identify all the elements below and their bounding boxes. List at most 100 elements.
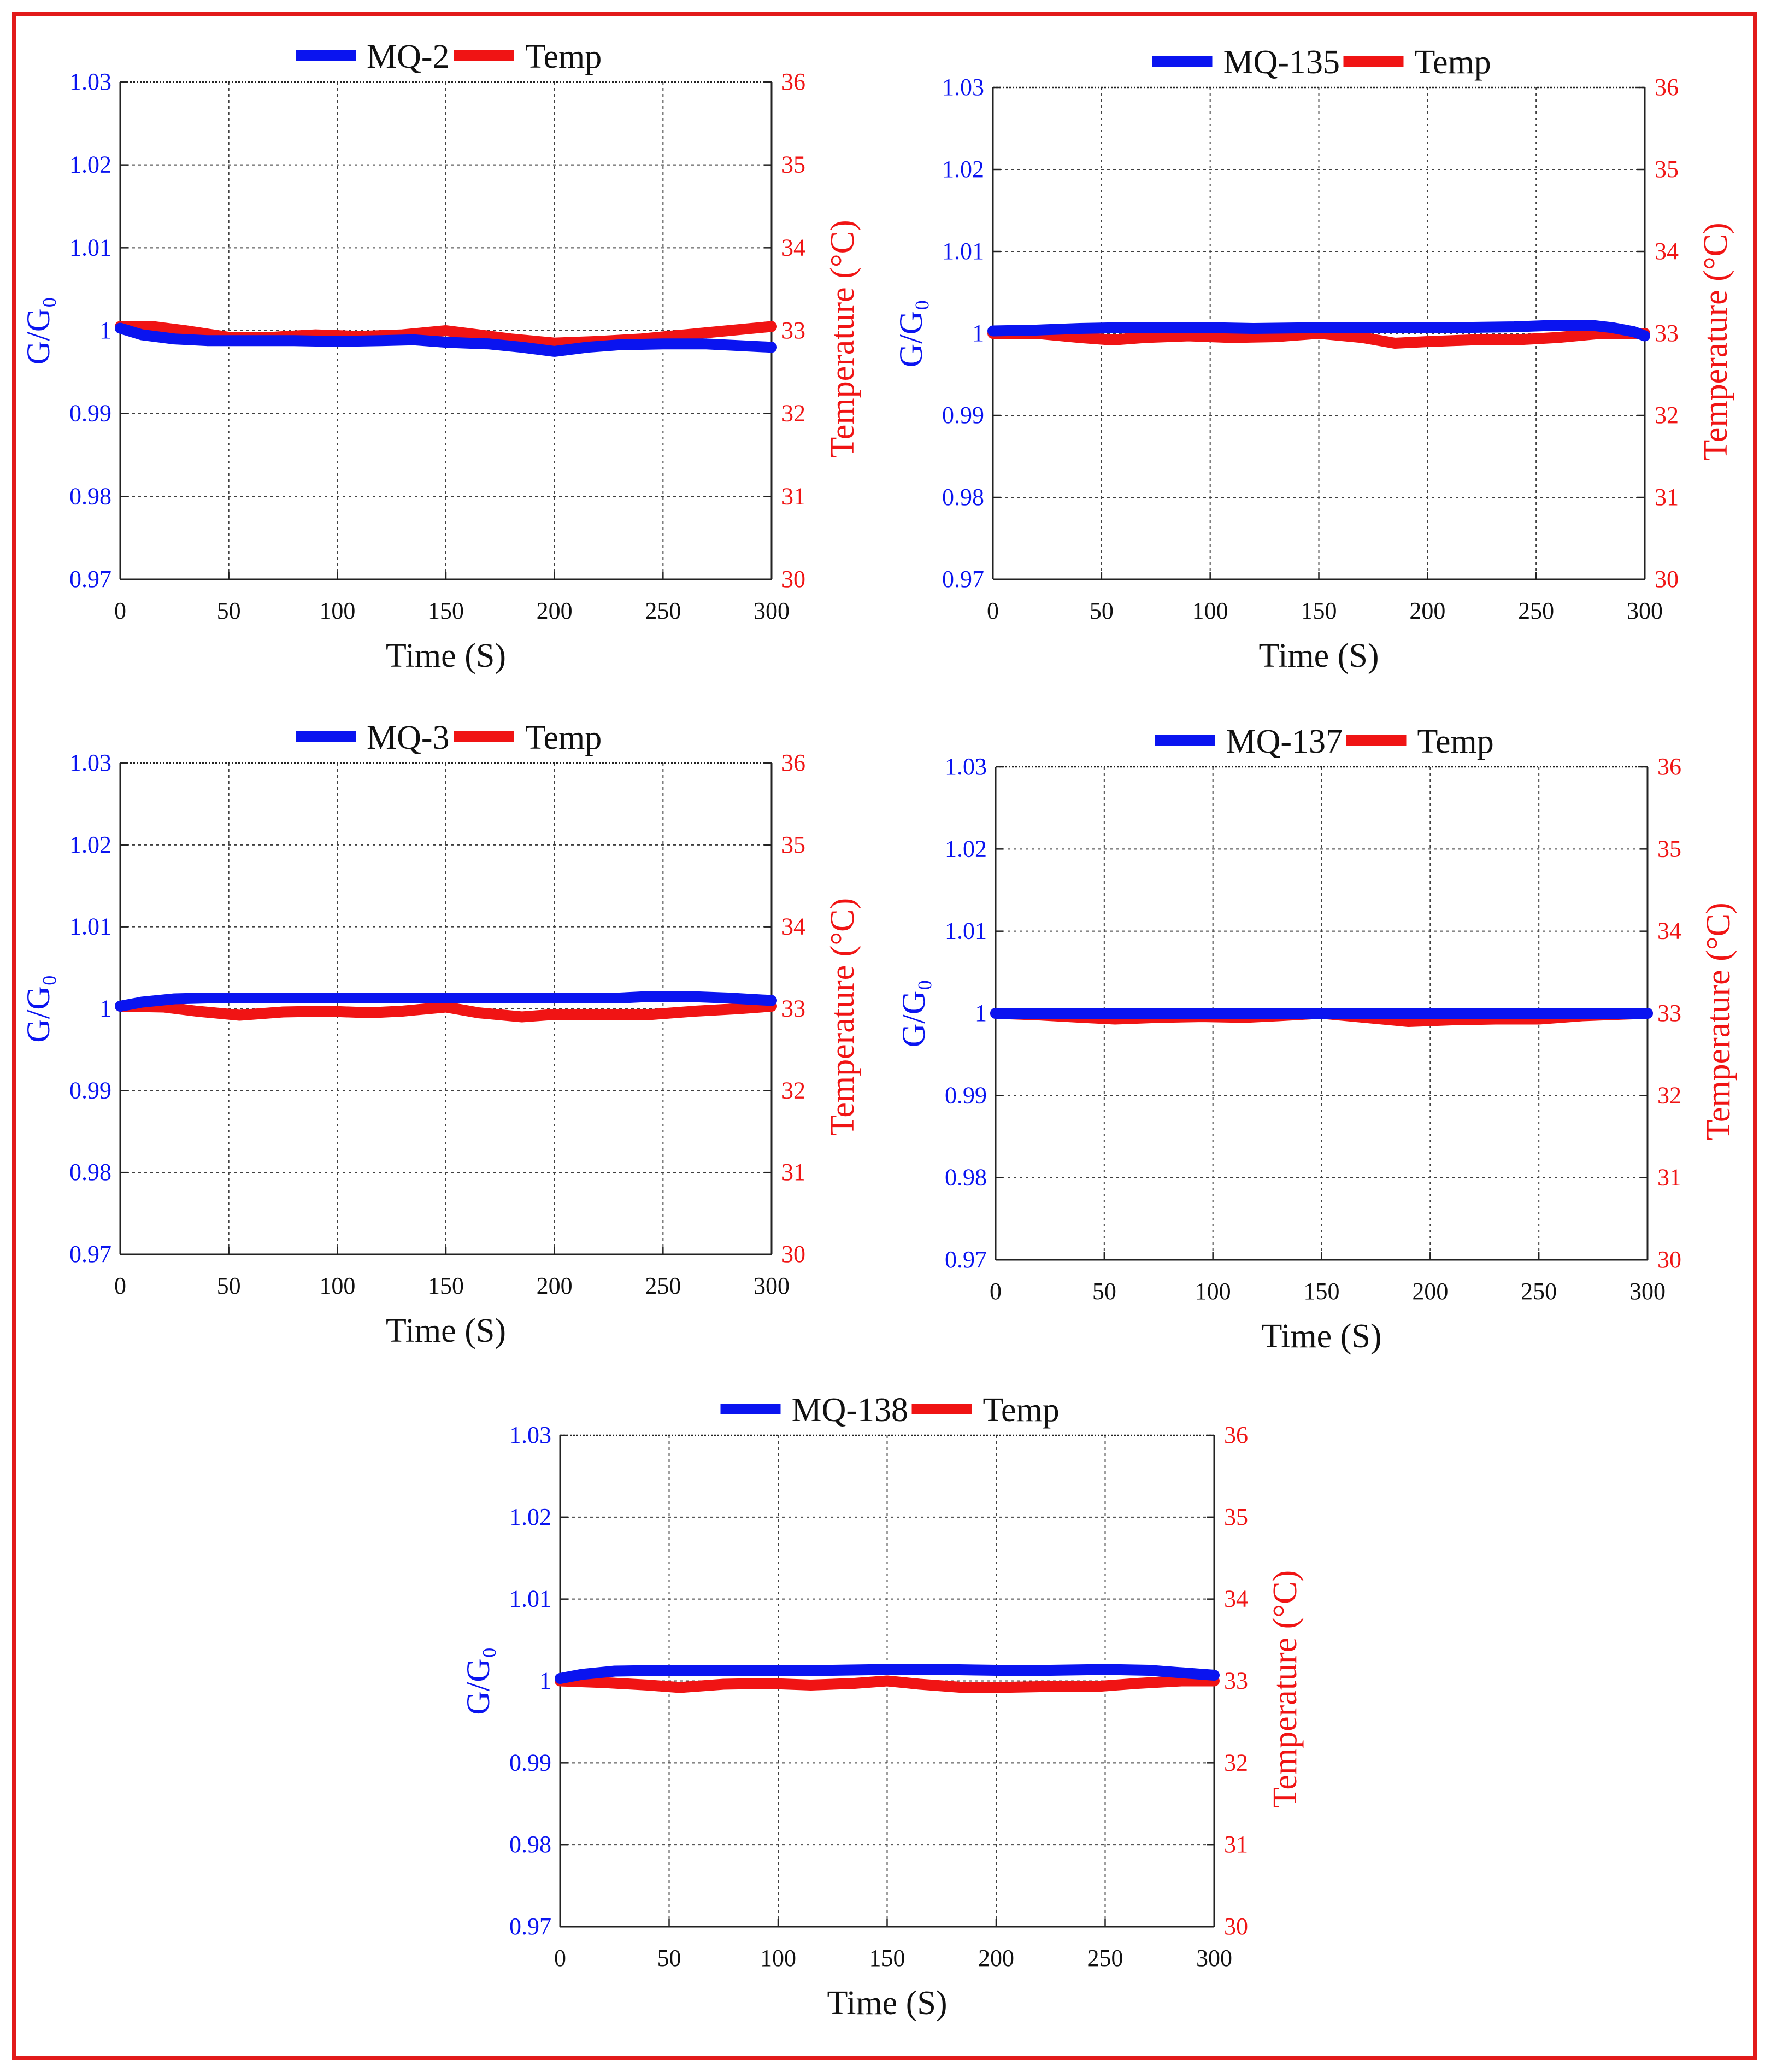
x-tick-label: 50: [217, 1272, 241, 1299]
y-right-tick-label: 31: [781, 483, 805, 509]
x-tick-label: 300: [1629, 1278, 1666, 1305]
sensor-series-line: [555, 1664, 1220, 1684]
x-tick-label: 50: [1092, 1278, 1116, 1305]
y-left-tick-label: 0.99: [69, 400, 111, 427]
x-tick-label: 250: [1087, 1945, 1123, 1971]
x-tick-label: 100: [1195, 1278, 1231, 1305]
y-left-tick-label: 1.03: [509, 1422, 551, 1448]
x-axis-title: Time (S): [1259, 637, 1379, 674]
x-tick-label: 0: [554, 1945, 566, 1971]
x-tick-label: 100: [319, 597, 355, 624]
y-right-tick-label: 30: [1657, 1246, 1681, 1273]
x-tick-label: 150: [1304, 1278, 1340, 1305]
x-axis-title: Time (S): [1262, 1318, 1382, 1355]
y-left-tick-label: 1.01: [945, 918, 987, 944]
y-left-axis-title: G/G₀: [20, 975, 56, 1042]
y-left-tick-label: 1: [972, 320, 984, 347]
y-left-tick-label: 0.97: [945, 1246, 987, 1273]
x-tick-label: 300: [754, 1272, 790, 1299]
y-right-tick-label: 36: [781, 749, 805, 776]
legend-temp-label: Temp: [525, 719, 602, 756]
chart-panel-4: 0 50 100 150 200 250 300 0.97 0.98 0.99 1 1.01 1.02 1…: [460, 1392, 1304, 2022]
y-right-tick-label: 32: [781, 400, 805, 427]
y-right-tick-label: 34: [781, 913, 805, 940]
y-right-tick-label: 33: [1224, 1668, 1248, 1694]
temp-series-line: [987, 328, 1650, 349]
y-left-tick-label: 1.01: [942, 238, 984, 265]
y-left-tick-label: 1.03: [942, 74, 984, 101]
y-right-tick-label: 30: [1224, 1913, 1248, 1940]
y-right-tick-label: 30: [781, 1241, 805, 1267]
x-tick-label: 0: [987, 597, 999, 624]
y-left-tick-label: 0.98: [942, 484, 984, 510]
y-right-tick-label: 34: [1657, 918, 1681, 944]
y-right-tick-label: 36: [1224, 1422, 1248, 1448]
y-left-tick-label: 1.03: [69, 749, 111, 776]
y-right-tick-label: 35: [1657, 835, 1681, 862]
y-left-tick-label: 1.02: [945, 835, 987, 862]
x-tick-label: 300: [1627, 597, 1663, 624]
x-tick-label: 200: [978, 1945, 1014, 1971]
x-tick-label: 200: [537, 1272, 573, 1299]
x-tick-label: 200: [1412, 1278, 1448, 1305]
x-tick-label: 150: [869, 1945, 905, 1971]
legend-temp-label: Temp: [983, 1392, 1060, 1429]
legend-sensor-label: MQ-138: [792, 1392, 909, 1429]
y-right-tick-label: 35: [781, 831, 805, 858]
y-left-tick-label: 0.99: [945, 1082, 987, 1108]
sensor-series-line: [115, 322, 777, 357]
y-left-tick-label: 1: [539, 1668, 551, 1694]
temp-series-line: [115, 1001, 777, 1023]
x-tick-label: 50: [1090, 597, 1114, 624]
temp-series-line: [555, 1675, 1220, 1693]
y-right-tick-label: 31: [1657, 1164, 1681, 1191]
sensor-series-line: [115, 991, 777, 1012]
x-axis-title: Time (S): [386, 637, 506, 674]
y-left-tick-label: 0.98: [69, 483, 111, 509]
y-right-tick-label: 34: [1655, 238, 1679, 265]
y-right-tick-label: 36: [1655, 74, 1679, 101]
y-right-tick-label: 33: [781, 317, 805, 344]
y-right-tick-label: 30: [1655, 566, 1679, 592]
y-right-tick-label: 33: [1655, 320, 1679, 347]
x-tick-label: 300: [754, 597, 790, 624]
y-left-axis-title: G/G₀: [460, 1647, 496, 1715]
y-right-tick-label: 34: [781, 234, 805, 261]
y-right-tick-label: 34: [1224, 1586, 1248, 1612]
y-right-tick-label: 31: [781, 1159, 805, 1185]
x-tick-label: 250: [1518, 597, 1554, 624]
x-tick-label: 250: [645, 597, 681, 624]
y-right-axis-title: Temperature (°C): [824, 220, 861, 457]
legend-sensor-label: MQ-137: [1226, 723, 1343, 760]
x-tick-label: 200: [1409, 597, 1445, 624]
y-left-tick-label: 1.02: [69, 151, 111, 178]
chart-panel-0: 0 50 100 150 200 250 300 0.97 0.98 0.99 1 1.01 1.02 1…: [20, 38, 861, 674]
y-left-tick-label: 1.02: [69, 831, 111, 858]
y-left-tick-label: 0.98: [509, 1831, 551, 1858]
y-left-tick-label: 0.97: [942, 566, 984, 592]
y-left-axis-title: G/G₀: [20, 297, 56, 365]
temp-series-line: [115, 321, 777, 349]
x-tick-label: 0: [990, 1278, 1002, 1305]
figure-frame: [12, 12, 1757, 2060]
chart-panel-3: 0 50 100 150 200 250 300 0.97 0.98 0.99 1 1.01 1.02 1…: [896, 723, 1737, 1355]
y-right-tick-label: 31: [1224, 1831, 1248, 1858]
y-left-tick-label: 1: [99, 995, 111, 1022]
y-right-tick-label: 35: [1224, 1504, 1248, 1530]
y-right-tick-label: 36: [781, 68, 805, 95]
sensor-series-line: [987, 320, 1650, 342]
y-right-tick-label: 32: [781, 1077, 805, 1103]
x-tick-label: 100: [1192, 597, 1228, 624]
x-tick-label: 250: [1521, 1278, 1557, 1305]
x-tick-label: 100: [760, 1945, 796, 1971]
x-tick-label: 50: [217, 597, 241, 624]
y-left-tick-label: 1.02: [509, 1504, 551, 1530]
x-tick-label: 150: [428, 1272, 464, 1299]
x-tick-label: 150: [1301, 597, 1337, 624]
x-tick-label: 100: [319, 1272, 355, 1299]
legend-sensor-label: MQ-3: [367, 719, 450, 756]
x-axis-title: Time (S): [386, 1312, 506, 1349]
y-left-tick-label: 1: [99, 317, 111, 344]
x-tick-label: 250: [645, 1272, 681, 1299]
